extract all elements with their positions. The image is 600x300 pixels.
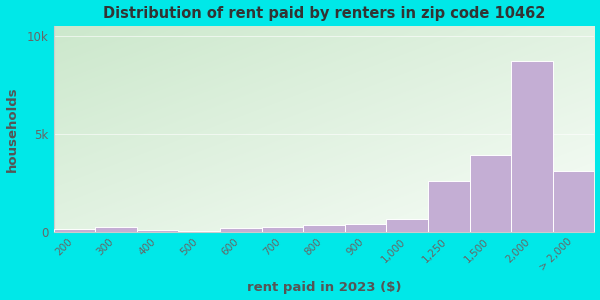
X-axis label: rent paid in 2023 ($): rent paid in 2023 ($): [247, 281, 401, 294]
Bar: [53, 230, 95, 232]
Bar: [220, 229, 262, 232]
Bar: [262, 227, 303, 232]
Bar: [470, 155, 511, 232]
Bar: [178, 231, 220, 232]
Bar: [386, 219, 428, 232]
Bar: [553, 171, 595, 232]
Bar: [345, 224, 386, 232]
Bar: [428, 181, 470, 232]
Y-axis label: households: households: [5, 86, 19, 172]
Title: Distribution of rent paid by renters in zip code 10462: Distribution of rent paid by renters in …: [103, 6, 545, 21]
Bar: [511, 61, 553, 232]
Bar: [137, 230, 178, 232]
Bar: [95, 226, 137, 232]
Bar: [303, 225, 345, 232]
